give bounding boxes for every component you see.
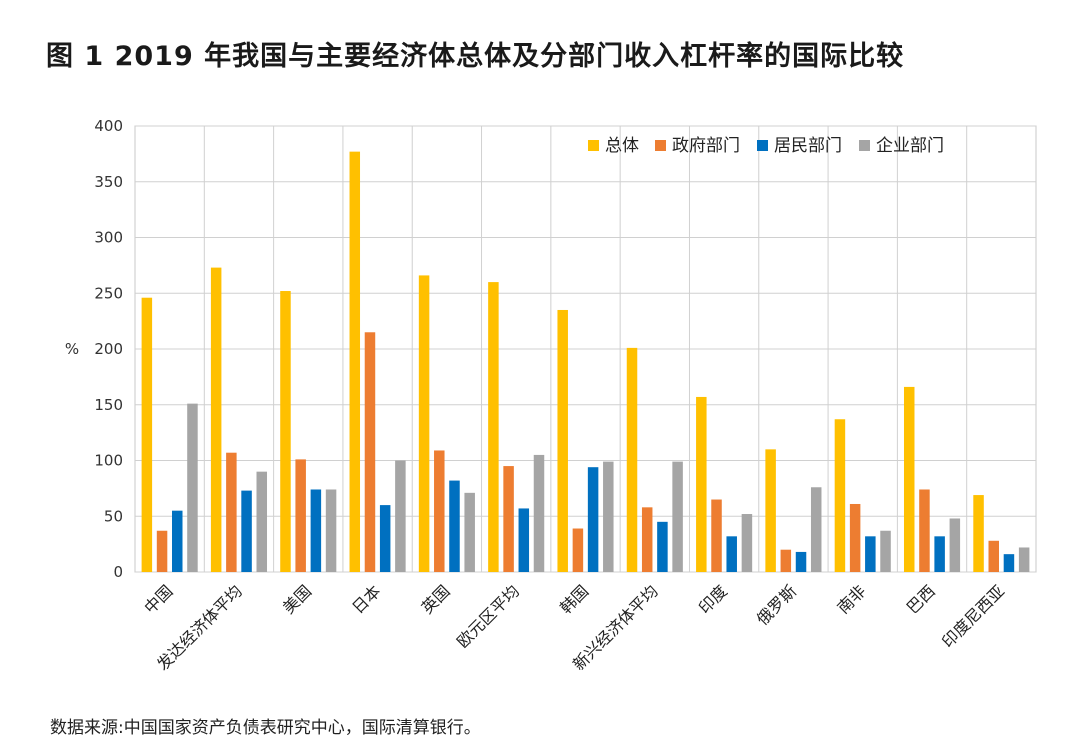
bar-总体-日本 (349, 151, 361, 572)
bar-企业部门-巴西 (949, 518, 961, 572)
legend-swatch (655, 140, 666, 151)
x-category-label: 韩国 (556, 581, 592, 617)
legend-label: 企业部门 (876, 136, 944, 156)
bar-政府部门-美国 (295, 459, 306, 572)
y-tick-label: 200 (94, 340, 123, 358)
bar-企业部门-新兴经济体平均 (672, 461, 683, 572)
bar-企业部门-发达经济体平均 (256, 471, 268, 572)
bar-居民部门-美国 (310, 489, 322, 572)
bar-政府部门-俄罗斯 (780, 549, 792, 572)
y-tick-label: 50 (104, 507, 123, 525)
x-category-label: 中国 (140, 581, 176, 617)
bar-政府部门-日本 (364, 332, 376, 572)
y-axis-label: % (65, 340, 79, 358)
bar-总体-新兴经济体平均 (626, 347, 638, 572)
bar-总体-南非 (834, 419, 846, 572)
bar-总体-印度尼西亚 (973, 495, 984, 572)
bar-总体-中国 (141, 297, 153, 572)
bar-政府部门-巴西 (919, 489, 930, 572)
x-category-label: 美国 (279, 581, 315, 617)
x-category-label: 日本 (348, 581, 384, 617)
chart-title: 图 1 2019 年我国与主要经济体总体及分部门收入杠杆率的国际比较 (46, 41, 905, 72)
bar-总体-发达经济体平均 (210, 267, 222, 572)
x-category-label: 巴西 (903, 581, 939, 617)
bar-企业部门-中国 (187, 403, 198, 572)
y-tick-label: 300 (94, 229, 123, 247)
legend-swatch (588, 140, 599, 151)
bar-总体-韩国 (557, 309, 568, 572)
x-category-label: 印度尼西亚 (938, 581, 1008, 651)
bars (141, 151, 1030, 572)
bar-企业部门-俄罗斯 (810, 487, 822, 572)
y-tick-label: 0 (113, 563, 123, 581)
bar-企业部门-日本 (395, 460, 406, 572)
bar-政府部门-印度尼西亚 (988, 540, 999, 572)
y-tick-label: 150 (94, 396, 123, 414)
bar-居民部门-韩国 (587, 467, 599, 572)
legend-swatch (859, 140, 870, 151)
bar-总体-巴西 (903, 386, 915, 572)
bar-政府部门-中国 (156, 530, 168, 572)
bar-居民部门-巴西 (934, 536, 945, 572)
y-tick-label: 250 (94, 284, 123, 302)
bar-政府部门-新兴经济体平均 (641, 507, 653, 572)
y-axis: % 0 50 100 150 200 250 300 350 400 (65, 117, 123, 581)
bar-企业部门-韩国 (603, 461, 614, 572)
bar-企业部门-南非 (880, 530, 891, 572)
y-tick-label: 400 (94, 117, 123, 135)
bar-总体-欧元区平均 (488, 282, 499, 572)
x-category-label: 印度 (695, 581, 731, 617)
bar-政府部门-南非 (849, 503, 861, 572)
bar-总体-英国 (418, 275, 430, 572)
bar-居民部门-印度尼西亚 (1003, 554, 1015, 572)
legend-label: 总体 (605, 136, 639, 156)
bar-企业部门-英国 (464, 492, 475, 572)
data-source-note: 数据来源:中国国家资产负债表研究中心，国际清算银行。 (50, 718, 481, 738)
bar-居民部门-日本 (379, 505, 391, 572)
bar-企业部门-印度 (741, 514, 753, 572)
bar-政府部门-发达经济体平均 (226, 452, 237, 572)
bar-政府部门-英国 (434, 450, 445, 572)
bar-居民部门-新兴经济体平均 (657, 521, 668, 572)
bar-总体-俄罗斯 (765, 449, 776, 572)
legend: 总体 政府部门 居民部门 企业部门 (588, 136, 944, 156)
y-tick-label: 350 (94, 173, 123, 191)
bar-总体-印度 (696, 396, 707, 572)
bar-居民部门-印度 (726, 536, 737, 572)
x-category-label: 欧元区平均 (453, 581, 523, 651)
x-category-label: 南非 (833, 581, 869, 617)
bar-总体-美国 (280, 291, 291, 572)
legend-label: 居民部门 (774, 136, 842, 156)
x-category-label: 英国 (418, 581, 454, 617)
bar-居民部门-英国 (449, 480, 460, 572)
bar-企业部门-欧元区平均 (533, 454, 545, 572)
bar-居民部门-俄罗斯 (795, 551, 807, 572)
bar-居民部门-欧元区平均 (518, 508, 530, 572)
bar-政府部门-韩国 (572, 528, 584, 572)
bar-居民部门-发达经济体平均 (241, 490, 252, 572)
bar-居民部门-中国 (172, 510, 183, 572)
legend-swatch (757, 140, 768, 151)
x-category-label: 俄罗斯 (753, 581, 800, 628)
bar-政府部门-印度 (711, 499, 722, 572)
bar-企业部门-印度尼西亚 (1018, 547, 1030, 572)
bar-政府部门-欧元区平均 (503, 466, 514, 572)
bar-居民部门-南非 (865, 536, 876, 572)
grid-lines (134, 125, 1037, 573)
legend-label: 政府部门 (672, 136, 740, 156)
y-tick-label: 100 (94, 452, 123, 470)
bar-企业部门-美国 (325, 489, 337, 572)
